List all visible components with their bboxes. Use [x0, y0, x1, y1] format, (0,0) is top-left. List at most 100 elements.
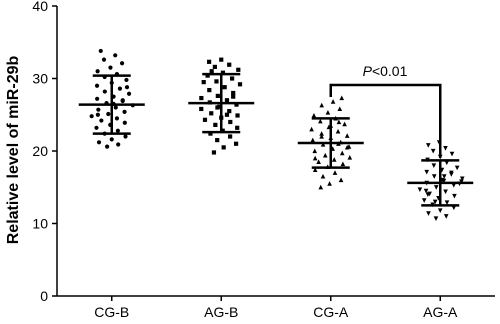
dot — [228, 119, 233, 125]
dot — [211, 150, 217, 155]
dot — [116, 142, 121, 147]
dot — [338, 177, 344, 183]
dot — [202, 117, 208, 122]
dot — [310, 137, 316, 143]
x-tick-label: AG-A — [423, 304, 458, 320]
dot — [433, 185, 439, 190]
dot — [115, 128, 120, 133]
dot — [209, 69, 214, 74]
dot — [312, 167, 318, 172]
y-tick-label: 30 — [32, 71, 48, 87]
x-tick-label: CG-B — [94, 304, 129, 320]
dot — [431, 163, 437, 169]
dot — [201, 80, 206, 85]
dot — [327, 181, 332, 186]
dot — [96, 107, 101, 112]
dot — [233, 141, 239, 146]
dot — [207, 88, 212, 93]
dot — [95, 112, 100, 117]
dot — [96, 140, 102, 145]
dot — [425, 192, 431, 198]
dot — [95, 69, 100, 74]
dot — [459, 176, 465, 182]
dot — [443, 146, 448, 151]
dot — [220, 128, 225, 133]
dot — [235, 125, 240, 130]
dot — [319, 102, 325, 108]
dot — [319, 131, 324, 136]
dot — [318, 118, 323, 124]
dot — [437, 208, 443, 213]
dot — [209, 111, 214, 116]
dot — [120, 98, 125, 103]
dot — [235, 113, 240, 118]
dot — [332, 170, 338, 175]
dot — [228, 134, 233, 139]
dot — [309, 126, 314, 132]
dot — [113, 105, 118, 110]
dot — [207, 59, 212, 64]
dot — [113, 53, 118, 58]
dot — [219, 57, 224, 62]
dot — [318, 184, 324, 190]
dot — [231, 94, 236, 99]
dot — [431, 174, 437, 179]
dot — [98, 48, 103, 54]
dot — [433, 216, 439, 221]
dot — [344, 133, 350, 138]
dot — [94, 83, 100, 88]
dot — [339, 150, 345, 156]
dot — [230, 76, 235, 81]
dot — [452, 193, 457, 199]
dot — [322, 152, 328, 158]
dot — [215, 93, 220, 98]
dot — [212, 64, 217, 69]
dot — [236, 67, 241, 72]
annotation-italic: P — [363, 63, 373, 79]
dot — [325, 110, 331, 115]
dot — [424, 169, 430, 175]
dot — [449, 170, 454, 176]
dot — [320, 173, 326, 179]
dot — [126, 91, 132, 96]
dot — [102, 89, 107, 94]
y-tick-label: 40 — [32, 0, 48, 14]
dot — [199, 106, 204, 112]
dot — [342, 121, 347, 127]
dot — [106, 111, 111, 117]
dot — [222, 85, 227, 90]
dot — [124, 85, 130, 90]
dot — [336, 119, 342, 125]
dot — [89, 114, 94, 119]
dot — [105, 144, 110, 149]
dot — [224, 112, 230, 117]
significance-bracket — [329, 83, 442, 158]
dot — [425, 143, 431, 148]
dot — [421, 198, 427, 203]
dot — [205, 73, 210, 78]
y-tick-label: 0 — [40, 288, 48, 304]
dot — [443, 189, 448, 195]
dot — [122, 109, 127, 114]
y-tick-label: 20 — [32, 143, 48, 159]
dot — [124, 77, 129, 83]
dot — [227, 62, 232, 67]
dot — [347, 155, 353, 160]
dot — [316, 159, 321, 164]
dot — [224, 98, 230, 103]
dot — [454, 165, 460, 171]
dot — [231, 90, 236, 96]
dot — [312, 155, 318, 161]
dot — [432, 199, 438, 205]
dot — [215, 105, 220, 110]
dot — [114, 116, 120, 121]
dot — [221, 145, 226, 150]
dot — [417, 187, 423, 192]
dot — [331, 157, 337, 162]
dot — [449, 151, 455, 157]
dot — [117, 86, 123, 91]
dot — [423, 188, 429, 194]
dot — [330, 99, 336, 104]
dot — [227, 109, 232, 114]
x-tick-label: CG-A — [313, 304, 349, 320]
